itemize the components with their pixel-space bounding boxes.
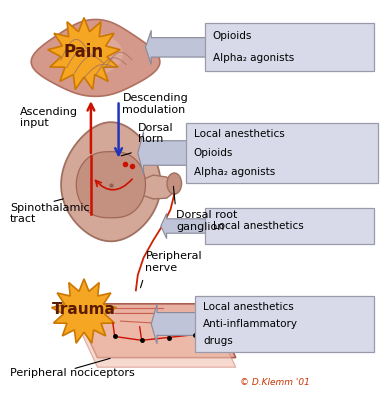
Text: Peripheral nociceptors: Peripheral nociceptors	[10, 368, 135, 378]
Polygon shape	[60, 33, 123, 75]
Ellipse shape	[167, 173, 182, 194]
Polygon shape	[51, 279, 116, 343]
FancyBboxPatch shape	[205, 23, 374, 72]
Polygon shape	[76, 152, 146, 218]
FancyBboxPatch shape	[195, 296, 374, 352]
Text: Trauma: Trauma	[52, 302, 116, 317]
Text: Ascending
input: Ascending input	[20, 107, 78, 128]
Text: Spinothalamic
tract: Spinothalamic tract	[10, 203, 89, 224]
Text: Dorsal
horn: Dorsal horn	[138, 123, 173, 144]
Polygon shape	[48, 17, 120, 90]
Polygon shape	[138, 132, 188, 175]
Polygon shape	[161, 213, 207, 239]
Text: drugs: drugs	[203, 336, 233, 346]
Text: Opioids: Opioids	[213, 31, 252, 41]
Polygon shape	[61, 122, 161, 241]
Polygon shape	[72, 314, 236, 367]
Text: Peripheral
nerve: Peripheral nerve	[146, 251, 202, 273]
Text: Descending
modulation: Descending modulation	[122, 93, 188, 115]
Text: Local anesthetics: Local anesthetics	[194, 129, 284, 139]
Text: Pain: Pain	[64, 43, 104, 61]
FancyBboxPatch shape	[205, 208, 374, 244]
Text: Opioids: Opioids	[194, 148, 233, 158]
Text: Anti-inflammatory: Anti-inflammatory	[203, 319, 298, 329]
Polygon shape	[72, 304, 236, 358]
Polygon shape	[31, 19, 160, 96]
Polygon shape	[146, 30, 207, 64]
Polygon shape	[140, 175, 176, 199]
Text: Local anesthetics: Local anesthetics	[213, 221, 303, 231]
FancyBboxPatch shape	[186, 123, 378, 183]
Text: Alpha₂ agonists: Alpha₂ agonists	[213, 53, 294, 63]
Text: © D.Klemm '01: © D.Klemm '01	[240, 378, 310, 387]
Text: Dorsal root
ganglion: Dorsal root ganglion	[176, 210, 238, 232]
Text: Alpha₂ agonists: Alpha₂ agonists	[194, 166, 275, 177]
Polygon shape	[151, 304, 197, 344]
Text: Local anesthetics: Local anesthetics	[203, 302, 294, 312]
